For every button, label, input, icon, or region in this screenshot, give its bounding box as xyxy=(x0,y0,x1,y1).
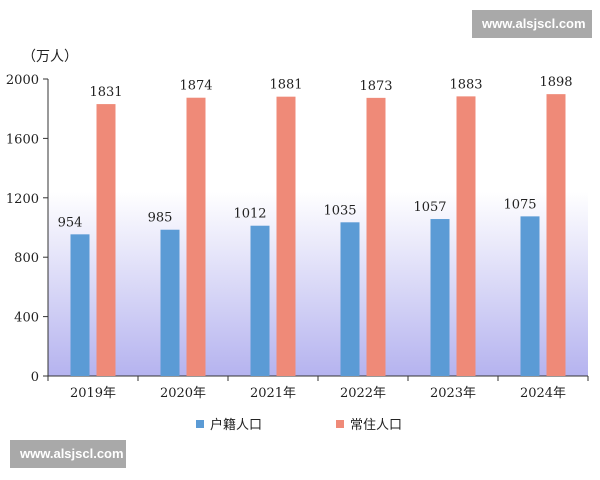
plot-background xyxy=(48,79,588,376)
bar-registered xyxy=(430,219,450,376)
x-tick-label: 2023年 xyxy=(430,386,476,401)
bar-resident xyxy=(546,94,566,376)
data-label-resident: 1831 xyxy=(89,85,122,100)
data-label-registered: 985 xyxy=(148,211,173,226)
x-tick-label: 2024年 xyxy=(520,386,566,401)
watermark-top: www.alsjscl.com xyxy=(472,10,592,38)
bar-resident xyxy=(456,96,476,376)
legend-item-resident: 常住人口 xyxy=(336,414,402,433)
legend-item-registered: 户籍人口 xyxy=(196,414,262,433)
bar-registered xyxy=(340,222,360,376)
legend-label-resident: 常住人口 xyxy=(350,418,403,433)
y-axis-unit-label: （万人） xyxy=(22,49,78,65)
legend-label-registered: 户籍人口 xyxy=(210,418,263,433)
legend-swatch-registered xyxy=(196,419,204,428)
y-tick-label: 400 xyxy=(14,311,39,326)
data-label-registered: 1035 xyxy=(323,203,356,218)
bar-registered xyxy=(250,225,270,376)
bar-resident xyxy=(366,97,386,376)
data-label-resident: 1873 xyxy=(359,79,392,94)
bar-resident xyxy=(186,97,206,376)
data-label-resident: 1881 xyxy=(269,78,302,93)
y-tick-label: 0 xyxy=(31,370,39,385)
data-label-registered: 954 xyxy=(58,215,83,230)
x-tick-label: 2022年 xyxy=(340,386,386,401)
bar-registered xyxy=(160,229,180,376)
data-label-registered: 1012 xyxy=(233,207,266,222)
data-label-resident: 1883 xyxy=(449,77,482,92)
bar-registered xyxy=(520,216,540,376)
bar-resident xyxy=(96,104,116,376)
y-tick-label: 1200 xyxy=(6,192,39,207)
y-tick-label: 800 xyxy=(14,251,39,266)
bar-registered xyxy=(70,234,90,376)
x-tick-label: 2019年 xyxy=(70,386,116,401)
bar-resident xyxy=(276,96,296,376)
x-tick-label: 2020年 xyxy=(160,386,206,401)
y-tick-label: 1600 xyxy=(6,132,39,147)
data-label-resident: 1898 xyxy=(539,75,572,90)
data-label-registered: 1057 xyxy=(413,200,446,215)
y-tick-label: 2000 xyxy=(6,73,39,88)
watermark-bottom: www.alsjscl.com xyxy=(10,440,126,468)
x-tick-label: 2021年 xyxy=(250,386,296,401)
data-label-registered: 1075 xyxy=(503,197,536,212)
legend-swatch-resident xyxy=(336,419,344,428)
data-label-resident: 1874 xyxy=(179,79,212,94)
